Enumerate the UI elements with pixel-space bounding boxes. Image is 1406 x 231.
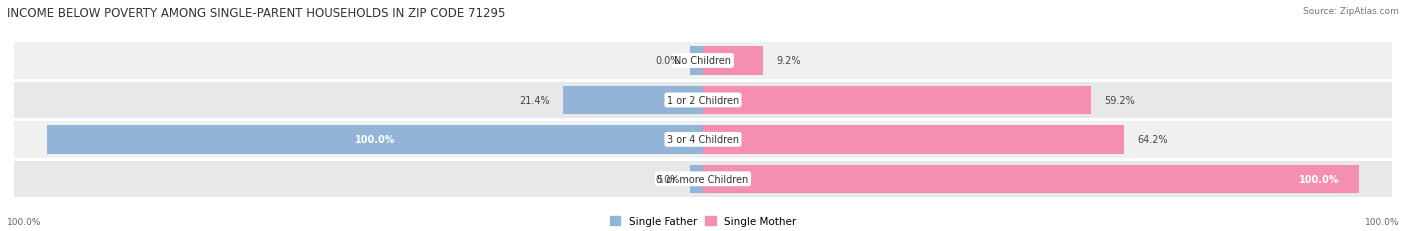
Text: INCOME BELOW POVERTY AMONG SINGLE-PARENT HOUSEHOLDS IN ZIP CODE 71295: INCOME BELOW POVERTY AMONG SINGLE-PARENT…: [7, 7, 505, 20]
Text: 1 or 2 Children: 1 or 2 Children: [666, 95, 740, 106]
Legend: Single Father, Single Mother: Single Father, Single Mother: [610, 216, 796, 226]
Bar: [14, 82, 1392, 119]
Text: 3 or 4 Children: 3 or 4 Children: [666, 135, 740, 145]
Text: 100.0%: 100.0%: [7, 217, 42, 226]
Text: 100.0%: 100.0%: [354, 135, 395, 145]
Bar: [690, 47, 703, 75]
Text: 9.2%: 9.2%: [776, 56, 801, 66]
Text: Source: ZipAtlas.com: Source: ZipAtlas.com: [1303, 7, 1399, 16]
Text: No Children: No Children: [675, 56, 731, 66]
Bar: [703, 86, 1091, 115]
Bar: [703, 47, 763, 75]
Bar: [14, 43, 1392, 79]
Text: 5 or more Children: 5 or more Children: [658, 174, 748, 184]
Text: 100.0%: 100.0%: [1364, 217, 1399, 226]
Text: 100.0%: 100.0%: [1299, 174, 1340, 184]
Bar: [562, 86, 703, 115]
Bar: [703, 126, 1125, 154]
Text: 59.2%: 59.2%: [1105, 95, 1135, 106]
Bar: [46, 126, 703, 154]
Bar: [14, 122, 1392, 158]
Text: 21.4%: 21.4%: [519, 95, 550, 106]
Text: 64.2%: 64.2%: [1137, 135, 1168, 145]
Text: 0.0%: 0.0%: [655, 174, 681, 184]
Bar: [14, 161, 1392, 197]
Bar: [690, 165, 703, 193]
Text: 0.0%: 0.0%: [655, 56, 681, 66]
Bar: [703, 165, 1360, 193]
